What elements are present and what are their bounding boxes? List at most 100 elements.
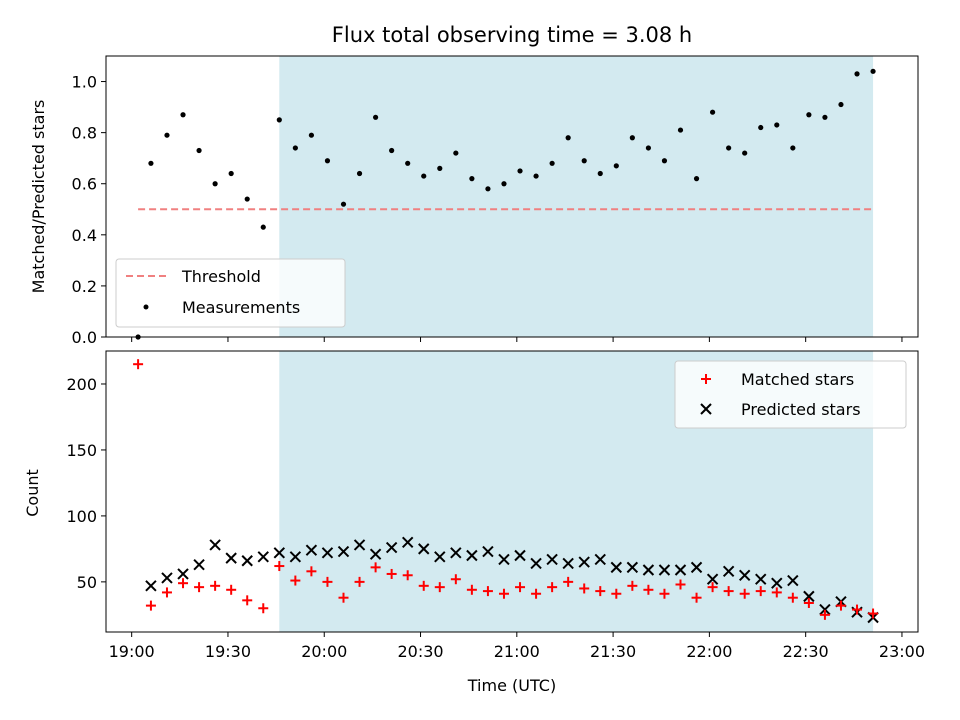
- bottom-y-tick-label: 200: [66, 375, 97, 394]
- cross-b: [658, 564, 671, 576]
- measurement-point: [405, 160, 411, 166]
- measurement-point: [790, 145, 796, 151]
- cross-b: [755, 573, 767, 585]
- measurement-point: [565, 135, 571, 141]
- measurement-point: [629, 135, 635, 141]
- measurement-point: [421, 173, 427, 179]
- x-tick-label: 19:30: [205, 642, 251, 661]
- measurement-point: [774, 122, 780, 128]
- cross-b: [161, 572, 173, 584]
- matched-point: [338, 592, 349, 603]
- cross-b: [450, 547, 462, 559]
- matched-point: [133, 359, 144, 370]
- predicted-point: [562, 557, 574, 570]
- bottom-legend-predicted-label: Predicted stars: [741, 400, 861, 419]
- bottom-legend-predicted-swatch: [700, 403, 712, 415]
- cross-b: [177, 568, 189, 580]
- predicted-point: [145, 580, 157, 592]
- bottom-legend-box: [674, 360, 907, 429]
- top-x-ticks: [131, 337, 903, 342]
- top-y-ticks: 0.0 0.2 0.4 0.6 0.8 1.0: [72, 73, 106, 347]
- matched-point: [852, 604, 863, 615]
- matched-point: [675, 579, 686, 590]
- predicted-point: [610, 561, 623, 574]
- measurement-point: [453, 150, 459, 156]
- measurement-point: [533, 173, 539, 179]
- measurement-point: [324, 158, 331, 164]
- measurement-point: [485, 186, 491, 192]
- x-tick-label: 21:00: [494, 642, 540, 661]
- cross-b: [369, 548, 382, 560]
- cross-b: [674, 564, 687, 576]
- matched-point: [306, 566, 317, 577]
- matched-point: [627, 580, 638, 591]
- cross-b: [289, 551, 302, 563]
- predicted-point: [466, 549, 478, 562]
- predicted-point: [546, 553, 558, 566]
- x-axis-label: Time (UTC): [467, 676, 556, 695]
- predicted-point: [273, 547, 286, 559]
- measurement-point: [661, 158, 668, 164]
- predicted-point: [722, 565, 735, 578]
- cross-b: [819, 603, 831, 616]
- predicted-point: [578, 556, 590, 568]
- cross-b: [738, 569, 751, 581]
- cross-b: [225, 552, 237, 564]
- matched-point: [659, 588, 670, 599]
- measurement-point: [292, 145, 298, 151]
- matched-point: [145, 600, 156, 611]
- x-tick-label: 22:00: [686, 642, 732, 661]
- top-panel: 0.0 0.2 0.4 0.6 0.8 1.0 Flux total observing …: [29, 23, 919, 347]
- measurement-point: [854, 71, 860, 77]
- matched-point: [178, 578, 189, 589]
- bottom-plot-frame: [105, 350, 919, 633]
- cross-b: [578, 556, 590, 568]
- matched-point: [434, 582, 445, 593]
- predicted-point: [530, 557, 542, 570]
- top-legend-box: [115, 258, 346, 328]
- predicted-point: [321, 547, 334, 559]
- cross-b: [193, 559, 205, 571]
- measurement-point: [677, 127, 684, 133]
- legend-plus: [701, 374, 711, 384]
- legend-cross: [700, 403, 712, 415]
- bottom-y-tick-label: 150: [66, 441, 97, 460]
- cross-b: [209, 539, 221, 551]
- bottom-panel: 19:00 19:30 20:00 20:30 21:00 21:30 22:00 22:30…: [23, 350, 925, 695]
- measurement-point: [645, 145, 652, 151]
- matched-point: [386, 568, 397, 579]
- matched-point: [515, 582, 526, 593]
- measurement-point: [806, 112, 812, 118]
- matched-point: [787, 592, 798, 603]
- top-legend: Threshold Measurements: [115, 258, 346, 328]
- matched-point: [868, 608, 879, 619]
- predicted-point: [257, 551, 269, 563]
- measurement-point: [693, 176, 700, 182]
- measurement-point: [517, 168, 523, 174]
- measurement-point: [372, 114, 379, 120]
- bottom-legend-matched-swatch: [701, 374, 711, 384]
- matched-point: [579, 583, 590, 594]
- measurement-point: [437, 165, 443, 171]
- matched-point: [691, 592, 702, 603]
- x-tick-label: 22:30: [783, 642, 829, 661]
- cross-b: [514, 549, 526, 562]
- top-y-tick-label: 1.0: [72, 73, 97, 92]
- measurement-point: [356, 170, 363, 177]
- top-legend-measurements-label: Measurements: [182, 298, 300, 317]
- measurement-point: [260, 224, 266, 230]
- predicted-point: [594, 553, 606, 566]
- predicted-point: [305, 544, 318, 556]
- predicted-point: [787, 574, 799, 587]
- predicted-point: [418, 543, 430, 555]
- measurement-point: [581, 158, 587, 164]
- measurement-point: [180, 112, 186, 118]
- matched-point: [290, 575, 301, 586]
- cross-b: [787, 574, 799, 587]
- matched-point: [161, 587, 172, 598]
- measurement-point: [742, 150, 748, 156]
- measurement-point: [228, 170, 234, 177]
- cross-b: [562, 557, 574, 570]
- measurement-point: [726, 145, 732, 151]
